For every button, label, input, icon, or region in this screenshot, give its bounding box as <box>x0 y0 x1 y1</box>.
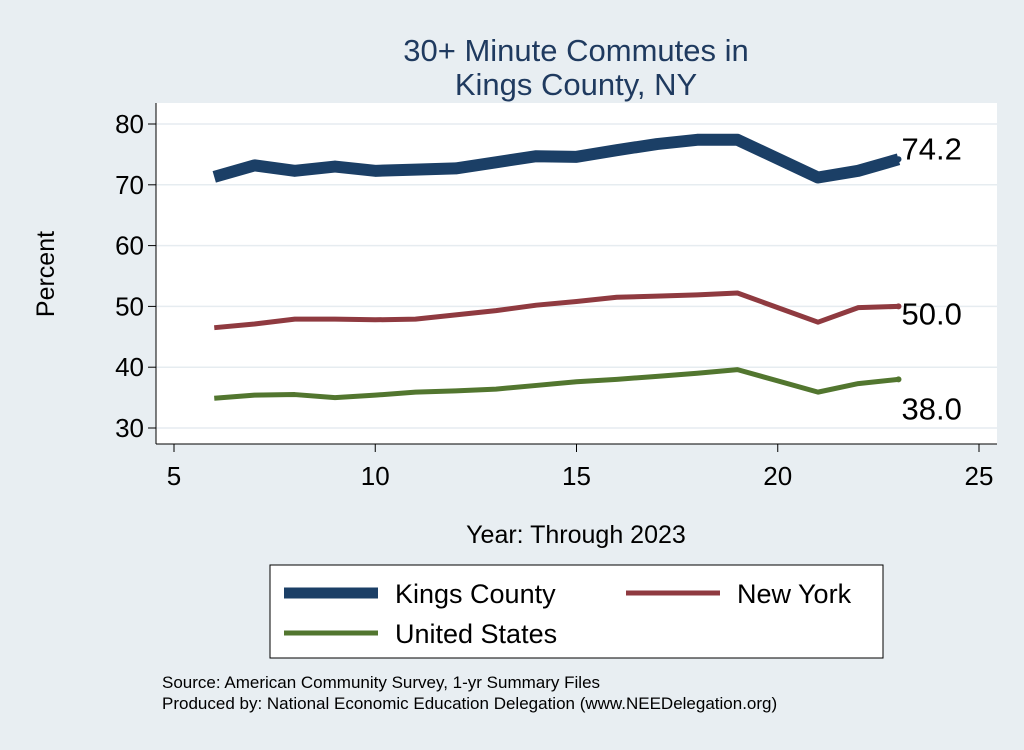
end-marker-united-states <box>896 376 902 382</box>
x-tick-label: 15 <box>562 461 591 491</box>
producer-note: Produced by: National Economic Education… <box>162 694 777 713</box>
x-axis-ticks: 5 10 15 20 25 <box>167 444 994 491</box>
end-value-label-kings-county: 74.2 <box>902 131 962 166</box>
x-tick-label: 20 <box>763 461 792 491</box>
x-axis-label: Year: Through 2023 <box>466 521 686 549</box>
y-tick-label: 60 <box>115 231 144 261</box>
y-tick-label: 70 <box>115 170 144 200</box>
chart-title-line-1: 30+ Minute Commutes in <box>403 33 748 68</box>
end-value-label-new-york: 50.0 <box>902 296 962 331</box>
legend-label-new-york: New York <box>737 579 852 609</box>
end-value-label-united-states: 38.0 <box>902 391 962 426</box>
y-tick-label: 80 <box>115 109 144 139</box>
source-note: Source: American Community Survey, 1-yr … <box>162 673 600 692</box>
y-axis-ticks: 30 40 50 60 70 80 <box>115 109 156 443</box>
x-tick-label: 10 <box>361 461 390 491</box>
y-tick-label: 50 <box>115 291 144 321</box>
y-axis-label: Percent <box>32 231 60 317</box>
x-tick-label: 5 <box>167 461 181 491</box>
x-tick-label: 25 <box>965 461 994 491</box>
y-tick-label: 30 <box>115 413 144 443</box>
legend-label-kings-county: Kings County <box>395 579 556 609</box>
legend-label-united-states: United States <box>395 619 557 649</box>
chart-title-line-2: Kings County, NY <box>455 67 697 102</box>
y-tick-label: 40 <box>115 352 144 382</box>
